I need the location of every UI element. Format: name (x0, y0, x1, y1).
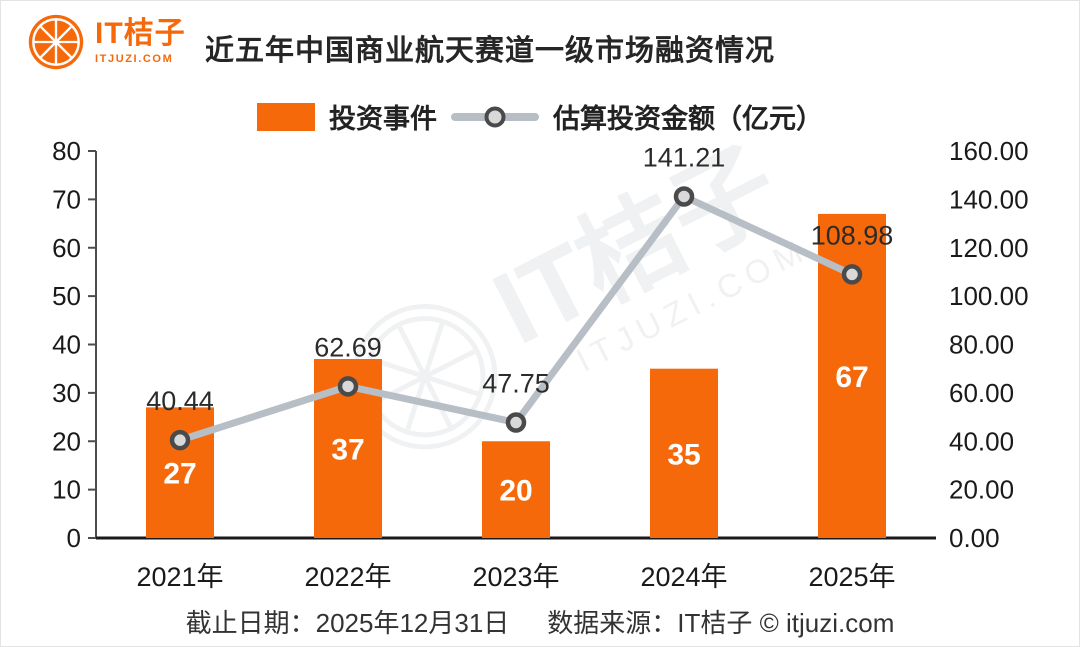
y-axis-tick-label-right: 0.00 (949, 523, 1000, 553)
x-axis-label: 2023年 (472, 562, 559, 592)
x-axis-label: 2021年 (136, 562, 223, 592)
legend-line-label: 估算投资金额（亿元） (553, 104, 823, 134)
bar-value-label: 27 (163, 458, 196, 491)
bar-value-label: 37 (331, 434, 364, 467)
legend-bar-label: 投资事件 (329, 104, 437, 134)
bar-value-label: 35 (667, 438, 700, 471)
y-axis-tick-label-left: 30 (52, 378, 81, 408)
chart-title: 近五年中国商业航天赛道一级市场融资情况 (205, 35, 776, 67)
x-axis-label: 2024年 (640, 562, 727, 592)
point-value-label: 141.21 (643, 142, 726, 172)
line-marker (337, 376, 359, 397)
bar-value-label: 20 (499, 475, 532, 508)
y-axis-tick-label-left: 20 (52, 426, 81, 456)
y-axis-tick-label-right: 80.00 (949, 330, 1014, 360)
bar-value-label: 67 (835, 361, 868, 394)
line-marker (505, 412, 527, 433)
y-axis-tick-label-right: 160.00 (949, 136, 1029, 166)
y-axis-tick-label-left: 70 (52, 184, 81, 214)
y-axis-tick-label-right: 140.00 (949, 184, 1029, 214)
point-value-label: 47.75 (482, 369, 550, 399)
legend-item-line: 估算投资金额（亿元） (451, 97, 823, 136)
y-axis-tick-label-right: 20.00 (949, 475, 1014, 505)
legend-line-sample (451, 106, 539, 127)
bar-2024年 (650, 368, 718, 538)
footer-cutoff-date: 截止日期：2025年12月31日 (185, 608, 510, 638)
y-axis-tick-label-left: 60 (52, 233, 81, 263)
point-value-label: 62.69 (314, 332, 382, 362)
y-axis-tick-label-left: 50 (52, 281, 81, 311)
y-axis-tick-label-right: 60.00 (949, 378, 1014, 408)
line-series (176, 192, 856, 444)
logo: IT桔子 ITJUZI.COM (27, 13, 186, 71)
line-marker (673, 186, 695, 207)
logo-domain: ITJUZI.COM (95, 53, 174, 65)
logo-text: IT桔子 (95, 17, 186, 50)
point-value-label: 40.44 (146, 386, 214, 416)
legend-item-bars: 投资事件 (257, 97, 437, 136)
legend-line-marker-icon (484, 106, 506, 127)
x-axis-label: 2022年 (304, 562, 391, 592)
footer-data-source: 数据来源：IT桔子 © itjuzi.com (547, 608, 895, 638)
legend: 投资事件 估算投资金额（亿元） (1, 97, 1079, 136)
bar-2021年 (146, 407, 214, 538)
line-marker (841, 264, 863, 285)
y-axis-tick-label-left: 40 (52, 330, 81, 360)
point-value-label: 108.98 (811, 220, 894, 250)
y-axis-tick-label-left: 80 (52, 136, 81, 166)
y-axis-tick-label-right: 120.00 (949, 233, 1029, 263)
y-axis-tick-label-right: 100.00 (949, 281, 1029, 311)
y-axis-tick-label-left: 10 (52, 475, 81, 505)
x-axis-label: 2025年 (808, 562, 895, 592)
legend-bar-swatch (257, 102, 315, 131)
y-axis-tick-label-right: 40.00 (949, 426, 1014, 456)
footer: 截止日期：2025年12月31日 数据来源：IT桔子 © itjuzi.com (1, 603, 1079, 640)
y-axis-tick-label-left: 0 (67, 523, 81, 553)
line-marker (169, 429, 191, 451)
bar-2023年 (482, 441, 550, 538)
itjuzi-orange-icon (27, 13, 85, 71)
